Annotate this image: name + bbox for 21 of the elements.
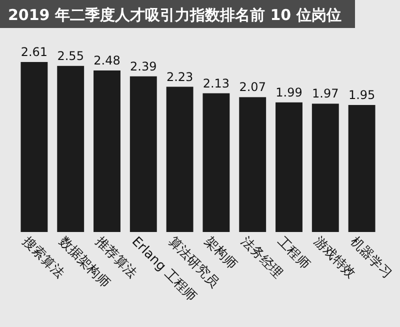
bar [20, 62, 48, 232]
data-label: 2.61 [20, 45, 48, 59]
chart-title: 2019 年二季度人才吸引力指数排名前 10 位岗位 [8, 6, 342, 24]
data-label: 2.48 [94, 53, 120, 68]
bar [130, 76, 157, 232]
data-label: 2.55 [57, 48, 84, 63]
bar [276, 102, 302, 232]
data-label: 2.23 [166, 70, 194, 84]
data-label: 1.99 [276, 85, 302, 100]
data-label: 1.97 [312, 86, 339, 101]
bar [166, 86, 194, 232]
data-label: 2.13 [202, 76, 230, 90]
bar [348, 104, 376, 232]
bar [94, 70, 120, 232]
bar [202, 93, 230, 232]
bar [239, 97, 266, 232]
data-label: 1.95 [348, 88, 376, 102]
data-label: 2.39 [130, 59, 157, 74]
data-label: 2.07 [239, 80, 266, 94]
bar [312, 104, 339, 232]
bar [57, 66, 84, 232]
